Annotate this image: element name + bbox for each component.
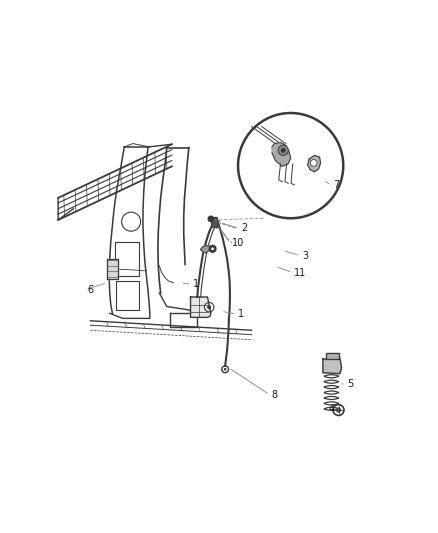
- Polygon shape: [272, 142, 291, 166]
- Circle shape: [211, 247, 214, 250]
- Text: 10: 10: [232, 238, 244, 248]
- Bar: [115, 242, 139, 276]
- Polygon shape: [201, 245, 211, 253]
- Text: 2: 2: [241, 223, 247, 233]
- Text: 6: 6: [87, 285, 93, 295]
- Text: 7: 7: [333, 180, 339, 190]
- Text: 1: 1: [238, 309, 244, 319]
- Circle shape: [281, 148, 286, 153]
- Text: 3: 3: [302, 251, 308, 261]
- Circle shape: [207, 305, 211, 309]
- Circle shape: [311, 159, 317, 166]
- Polygon shape: [191, 297, 211, 317]
- Polygon shape: [212, 217, 219, 228]
- Text: 4: 4: [329, 404, 335, 414]
- Polygon shape: [326, 353, 339, 359]
- Polygon shape: [107, 259, 117, 279]
- Circle shape: [224, 368, 226, 370]
- Text: 8: 8: [271, 390, 277, 400]
- Circle shape: [238, 113, 343, 218]
- Bar: [116, 281, 139, 310]
- Circle shape: [336, 407, 341, 413]
- Text: 5: 5: [347, 379, 353, 389]
- Circle shape: [208, 216, 214, 222]
- Polygon shape: [307, 156, 321, 172]
- Circle shape: [209, 245, 216, 252]
- Polygon shape: [323, 358, 342, 374]
- Circle shape: [278, 146, 288, 156]
- Text: 11: 11: [294, 268, 306, 278]
- Text: 1: 1: [193, 279, 199, 289]
